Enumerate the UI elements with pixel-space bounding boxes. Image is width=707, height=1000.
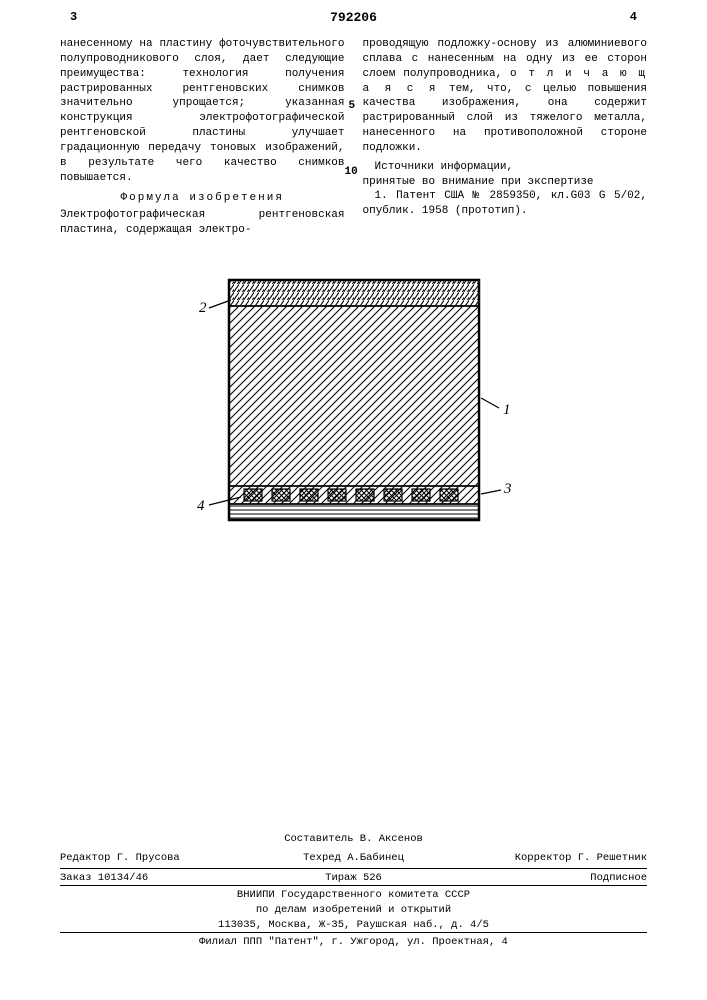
diagram-container: 2 1 4 3 — [60, 268, 647, 548]
left-paragraph: нанесенному на пластину фоточувствительн… — [60, 38, 345, 184]
addr-line: 113035, Москва, Ж-35, Раушская наб., д. … — [60, 918, 647, 933]
label-4: 4 — [197, 498, 205, 514]
right-column: 5 10 проводящую подложку-основу из алюми… — [363, 37, 648, 238]
patent-diagram: 2 1 4 3 — [189, 268, 519, 548]
layer-1 — [229, 306, 479, 486]
techred: Техред А.Бабинец — [256, 851, 452, 866]
credits-row: Редактор Г. Прусова Техред А.Бабинец Кор… — [60, 849, 647, 866]
label-3: 3 — [503, 481, 512, 497]
formula-body: Электрофотографическая рентгеновская пла… — [60, 209, 345, 236]
patent-number: 792206 — [77, 10, 630, 25]
sources-sub: принятые во внимание при экспертизе — [363, 175, 648, 190]
line-number-5: 5 — [349, 99, 356, 114]
org-line-2: по делам изобретений и открытий — [60, 903, 647, 918]
page: 3 792206 4 нанесенному на пластину фоточ… — [0, 0, 707, 1000]
tirazh: Тираж 526 — [256, 871, 452, 886]
label-1: 1 — [503, 402, 511, 418]
header-row: 3 792206 4 — [60, 10, 647, 25]
leader-3 — [481, 490, 501, 494]
editor: Редактор Г. Прусова — [60, 851, 256, 866]
page-num-right: 4 — [630, 10, 637, 25]
filial-line: Филиал ППП "Патент", г. Ужгород, ул. Про… — [60, 932, 647, 950]
label-2: 2 — [199, 300, 207, 316]
order-row: Заказ 10134/46 Тираж 526 Подписное — [60, 868, 647, 886]
source-item: 1. Патент США № 2859350, кл.G03 G 5/02, … — [363, 189, 648, 219]
org-line-1: ВНИИПИ Государственного комитета СССР — [60, 885, 647, 903]
order: Заказ 10134/46 — [60, 871, 256, 886]
line-number-10: 10 — [345, 165, 358, 180]
sources-title: Источники информации, — [363, 160, 648, 175]
compiler-line: Составитель В. Аксенов — [60, 832, 647, 847]
podpisnoe: Подписное — [451, 871, 647, 886]
page-num-left: 3 — [70, 10, 77, 25]
text-columns: нанесенному на пластину фоточувствительн… — [60, 37, 647, 238]
formula-title: Формула изобретения — [60, 191, 345, 206]
leader-1 — [481, 398, 499, 408]
footer-block: Составитель В. Аксенов Редактор Г. Прусо… — [60, 832, 647, 950]
leader-2 — [209, 300, 231, 308]
left-column: нанесенному на пластину фоточувствительн… — [60, 37, 345, 238]
corrector: Корректор Г. Решетник — [451, 851, 647, 866]
layer-2 — [229, 280, 479, 306]
bottom-layer — [229, 504, 479, 520]
